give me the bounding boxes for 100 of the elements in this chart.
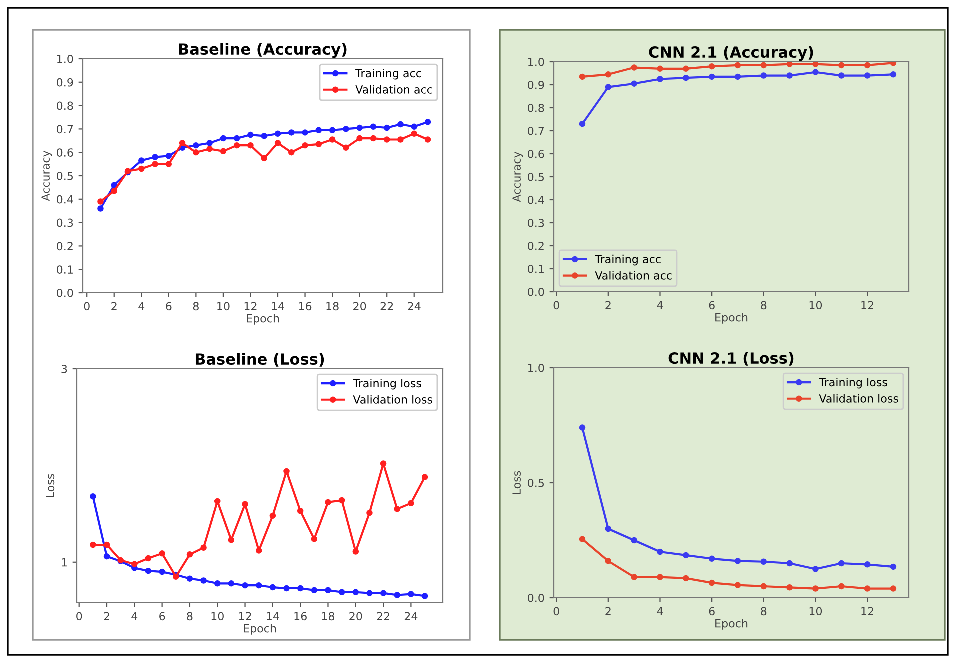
point xyxy=(220,148,227,155)
point xyxy=(411,130,418,138)
point xyxy=(166,161,172,168)
point xyxy=(138,166,145,172)
legend-label: Validation loss xyxy=(819,394,898,403)
point xyxy=(424,136,432,143)
point xyxy=(186,552,194,558)
point xyxy=(605,526,612,532)
y-tick-label: 0.3 xyxy=(528,218,544,228)
x-tick-label: 10 xyxy=(810,301,822,310)
x-tick-label: 2 xyxy=(104,612,110,620)
legend-label: Validation acc xyxy=(595,271,672,280)
y-tick-label: 0.0 xyxy=(528,288,544,296)
point xyxy=(838,72,845,79)
legend-label: Validation loss xyxy=(353,395,432,404)
y-tick-label: 0.0 xyxy=(528,594,544,602)
point xyxy=(380,460,387,467)
x-tick-label: 4 xyxy=(657,607,664,616)
point xyxy=(297,585,304,592)
point xyxy=(152,161,158,168)
x-tick-label: 14 xyxy=(267,612,280,620)
point xyxy=(408,500,414,507)
point xyxy=(179,140,186,146)
point xyxy=(734,558,742,564)
point xyxy=(708,556,716,562)
point xyxy=(760,558,768,566)
point xyxy=(356,124,363,132)
y-tick-label: 0.6 xyxy=(528,150,544,158)
x-tick-label: 6 xyxy=(166,302,172,311)
x-tick-label: 4 xyxy=(132,612,138,620)
y-tick-label: 0.1 xyxy=(57,266,73,274)
x-tick-label: 14 xyxy=(272,302,284,310)
point xyxy=(394,592,400,598)
point xyxy=(786,560,793,567)
x-tick-label: 16 xyxy=(299,302,312,311)
point xyxy=(657,66,664,72)
x-tick-label: 12 xyxy=(862,301,874,310)
point xyxy=(579,74,586,80)
point xyxy=(325,499,332,506)
point xyxy=(270,512,276,520)
y-tick-label: 0.2 xyxy=(57,242,73,251)
point xyxy=(311,587,318,594)
point xyxy=(657,76,664,82)
point xyxy=(890,586,897,592)
y-tick-label: 0.3 xyxy=(57,218,74,228)
y-tick-label: 1.0 xyxy=(528,364,544,372)
y-tick-label: 0.6 xyxy=(57,148,74,157)
x-tick-label: 2 xyxy=(606,301,611,310)
point xyxy=(132,561,138,568)
point xyxy=(145,568,152,574)
x-axis-title: Epoch xyxy=(716,313,748,324)
point xyxy=(890,564,897,570)
point xyxy=(838,560,845,567)
point xyxy=(812,566,819,572)
point xyxy=(302,142,308,149)
x-tick-label: 6 xyxy=(709,301,715,310)
point xyxy=(145,555,152,562)
point xyxy=(370,124,377,130)
point xyxy=(234,142,240,149)
point xyxy=(234,135,240,142)
point xyxy=(864,72,871,79)
point xyxy=(683,74,690,82)
point xyxy=(631,64,638,71)
point xyxy=(398,121,404,128)
x-tick-label: 20 xyxy=(350,612,362,621)
point xyxy=(579,120,586,128)
y-tick-label: 3 xyxy=(62,364,68,374)
point xyxy=(98,206,104,212)
point xyxy=(104,553,110,560)
x-tick-label: 2 xyxy=(606,607,611,616)
point xyxy=(104,542,110,548)
point xyxy=(683,66,690,72)
y-tick-label: 0.8 xyxy=(528,104,544,112)
point xyxy=(274,130,282,138)
point xyxy=(228,580,235,587)
y-tick-label: 0.4 xyxy=(57,195,74,204)
y-axis-title: Accuracy xyxy=(512,152,524,202)
x-tick-label: 4 xyxy=(138,302,145,310)
point xyxy=(786,62,793,68)
point xyxy=(242,501,248,508)
point xyxy=(206,146,213,152)
x-tick-label: 8 xyxy=(761,607,767,616)
y-tick-label: 0.5 xyxy=(528,478,544,488)
point xyxy=(631,537,638,544)
point xyxy=(760,62,768,69)
point xyxy=(159,550,166,557)
y-axis-title: Loss xyxy=(512,471,521,494)
point xyxy=(605,84,612,90)
point xyxy=(366,590,373,596)
point xyxy=(220,135,227,142)
x-tick-label: 12 xyxy=(239,612,252,620)
point xyxy=(411,124,418,130)
point xyxy=(352,548,360,555)
y-tick-label: 1 xyxy=(62,558,67,567)
x-axis-title: Epoch xyxy=(247,314,280,325)
y-tick-label: 0.7 xyxy=(57,125,74,134)
x-tick-label: 24 xyxy=(404,612,418,620)
point xyxy=(708,74,716,80)
point xyxy=(228,537,235,544)
point xyxy=(325,587,332,594)
